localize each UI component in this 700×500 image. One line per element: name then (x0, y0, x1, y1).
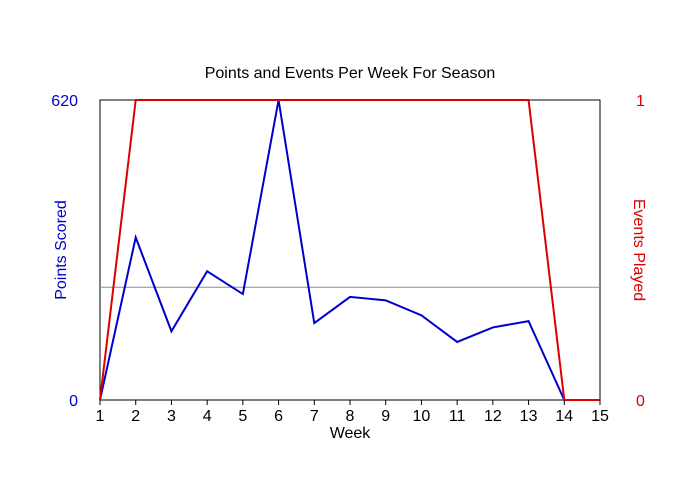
x-tick-label: 2 (131, 408, 140, 425)
x-axis-ticks: 1 2 3 4 5 6 7 8 9 10 11 12 13 14 15 (96, 400, 609, 425)
series-line-points-scored (99, 99, 600, 401)
x-tick-label: 15 (591, 408, 609, 425)
x-tick-label: 11 (449, 408, 466, 425)
plot-frame (99, 99, 601, 401)
x-tick-label: 1 (96, 408, 105, 425)
x-tick-label: 8 (346, 408, 355, 425)
x-tick-label: 3 (167, 408, 176, 425)
left-tick-label: 0 (69, 393, 78, 410)
x-tick-label: 10 (413, 408, 431, 425)
x-tick-label: 14 (555, 408, 573, 425)
chart-title: Points and Events Per Week For Season (205, 65, 496, 82)
x-tick-label: 5 (238, 408, 247, 425)
series-layer (99, 99, 600, 401)
right-tick-label: 1 (636, 93, 645, 110)
x-tick-label: 9 (381, 408, 390, 425)
x-tick-label: 12 (484, 408, 502, 425)
series-line-events-played (99, 99, 600, 401)
left-axis-ticks: 0 620 (51, 93, 78, 410)
right-axis-label: Events Played (630, 199, 647, 301)
left-axis-label: Points Scored (53, 200, 70, 300)
x-tick-label: 7 (310, 408, 319, 425)
x-axis-label: Week (330, 425, 372, 442)
x-tick-label: 13 (520, 408, 538, 425)
right-tick-label: 0 (636, 393, 645, 410)
right-axis-ticks: 01 (636, 93, 645, 410)
x-tick-label: 4 (203, 408, 212, 425)
x-tick-label: 6 (274, 408, 283, 425)
left-tick-label: 620 (51, 93, 78, 110)
